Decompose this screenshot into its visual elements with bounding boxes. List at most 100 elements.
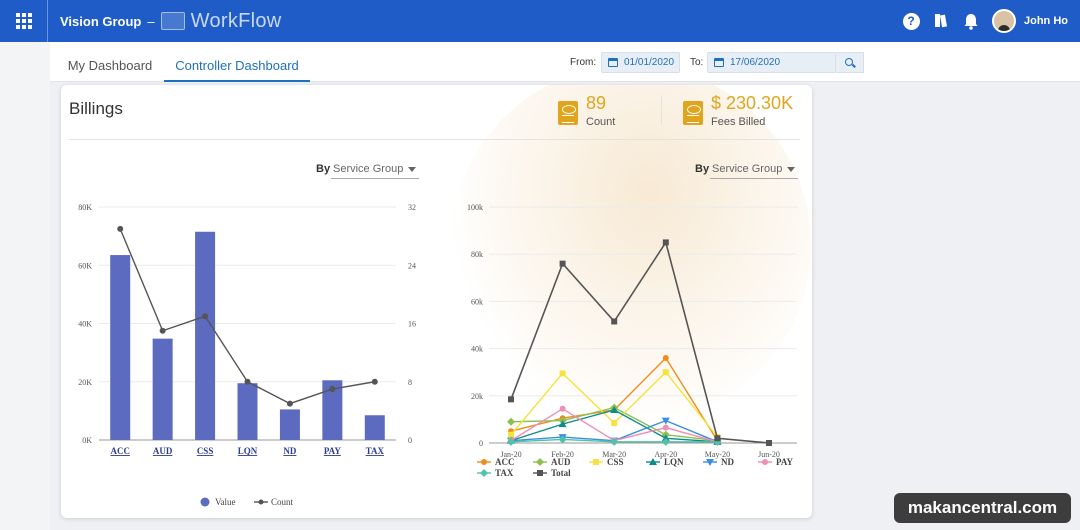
x-tick-label: May-20	[705, 450, 730, 459]
legend-swatch-aud	[536, 458, 544, 466]
billings-by-service-bar-chart: 0K 20K 40K 60K 80K 0 8 16 24 32 ACC AUD CSS LQN ND PAY T…	[78, 203, 416, 507]
point-css	[662, 369, 669, 376]
card-divider	[69, 139, 800, 140]
app-launcher-button[interactable]	[0, 0, 48, 42]
calendar-icon	[608, 58, 618, 67]
invoice-icon	[558, 101, 578, 125]
y-right-tick-label: 32	[408, 203, 416, 212]
legend-swatch-total	[537, 470, 543, 476]
y-tick-label: 20k	[471, 392, 483, 401]
point-css	[508, 431, 514, 438]
point-total	[559, 260, 566, 267]
x-tick-label: ACC	[110, 446, 130, 456]
count-point	[371, 378, 378, 385]
legend-value-swatch	[200, 497, 210, 507]
point-css	[611, 419, 618, 426]
count-point	[159, 327, 166, 334]
to-label: To:	[690, 57, 704, 68]
series-line-acc	[510, 356, 718, 442]
search-button[interactable]	[836, 52, 864, 73]
product-name: WorkFlow	[190, 9, 282, 32]
chevron-down-icon	[787, 167, 795, 172]
top-bar: Vision Group – WorkFlow ? John Ho	[0, 0, 1080, 42]
bar-css	[195, 231, 216, 440]
workflow-logo-icon	[160, 12, 185, 30]
y-tick-label: 60k	[471, 297, 483, 306]
group-by-select-left[interactable]: Service Group	[331, 161, 419, 179]
tab-controller-dashboard[interactable]: Controller Dashboard	[164, 42, 310, 82]
group-by-value: Service Group	[333, 163, 404, 175]
legend-swatch-lqn	[649, 458, 657, 465]
point-css	[559, 370, 566, 377]
header-actions: ? John Ho	[896, 0, 1068, 42]
x-tick-label: LQN	[238, 446, 258, 456]
legend-label-total: Total	[551, 468, 571, 478]
count-point	[286, 400, 293, 407]
legend-swatch-tax	[480, 469, 488, 477]
decorative-background	[451, 85, 811, 425]
legend-count-swatch	[258, 499, 264, 505]
point-total	[714, 435, 721, 442]
legend-label-pay: PAY	[776, 457, 794, 467]
tab-my-dashboard[interactable]: My Dashboard	[67, 58, 153, 73]
billings-by-month-line-chart: 0 20k 40k 60k 80k 100k Jan-20 Feb-20 Mar-20 Apr-2…	[467, 203, 797, 478]
x-tick-label: ND	[283, 446, 296, 456]
bookmarks-button[interactable]	[926, 0, 956, 42]
legend-value-label: Value	[215, 497, 236, 507]
bar-tax	[364, 415, 385, 440]
card-title: Billings	[69, 99, 123, 118]
y-right-tick-label: 8	[408, 378, 412, 387]
y-tick-label: 100k	[467, 203, 483, 212]
y-right-tick-label: 0	[408, 436, 412, 445]
y-left-tick-label: 20K	[78, 378, 92, 387]
calendar-icon	[714, 58, 724, 67]
y-left-tick-label: 40K	[78, 320, 92, 329]
bell-icon	[964, 13, 978, 30]
point-total	[508, 396, 514, 403]
point-total	[611, 318, 618, 325]
x-tick-label: Mar-20	[602, 450, 626, 459]
legend-swatch-nd	[706, 459, 714, 466]
point-pay	[559, 405, 566, 412]
book-icon	[935, 14, 947, 28]
group-by-select-right[interactable]: Service Group	[710, 161, 798, 179]
avatar[interactable]	[992, 9, 1016, 33]
x-tick-label: PAY	[324, 446, 342, 456]
x-tick-label: Apr-20	[654, 450, 677, 459]
legend-swatch-pay	[762, 459, 768, 465]
y-tick-label: 0	[479, 439, 483, 448]
help-button[interactable]: ?	[896, 0, 926, 42]
question-circle-icon: ?	[902, 12, 920, 30]
x-tick-label: CSS	[197, 446, 214, 456]
search-icon	[845, 58, 853, 66]
from-label: From:	[570, 57, 597, 68]
point-pay	[662, 424, 669, 431]
x-tick-label: AUD	[153, 446, 173, 456]
legend-label-tax: TAX	[495, 468, 514, 478]
x-tick-label: Jun-20	[758, 450, 780, 459]
from-date-picker[interactable]: 01/01/2020	[601, 52, 680, 73]
point-total	[662, 239, 669, 246]
kpi-fees-label: Fees Billed	[711, 116, 766, 128]
x-tick-label: TAX	[366, 446, 385, 456]
invoice-icon	[683, 101, 703, 125]
user-name[interactable]: John Ho	[1024, 15, 1068, 27]
legend-label-acc: ACC	[495, 457, 515, 467]
grid-icon	[15, 13, 32, 29]
group-by-right: By Service Group	[695, 163, 798, 179]
left-gutter	[0, 42, 50, 530]
tab-bar: My Dashboard Controller Dashboard From: …	[50, 42, 1080, 82]
y-left-tick-label: 0K	[82, 436, 92, 445]
series-line-total	[510, 240, 770, 444]
legend-label-lqn: LQN	[664, 457, 684, 467]
point-tax	[507, 437, 515, 446]
kpi-divider	[661, 95, 662, 125]
y-tick-label: 80k	[471, 250, 483, 259]
org-name[interactable]: Vision Group	[60, 13, 142, 29]
point-tax	[661, 437, 670, 446]
point-lqn	[661, 434, 670, 442]
by-label: By	[316, 163, 331, 175]
notifications-button[interactable]	[956, 0, 986, 42]
to-date-picker[interactable]: 17/06/2020	[707, 52, 836, 73]
count-point	[117, 225, 124, 232]
